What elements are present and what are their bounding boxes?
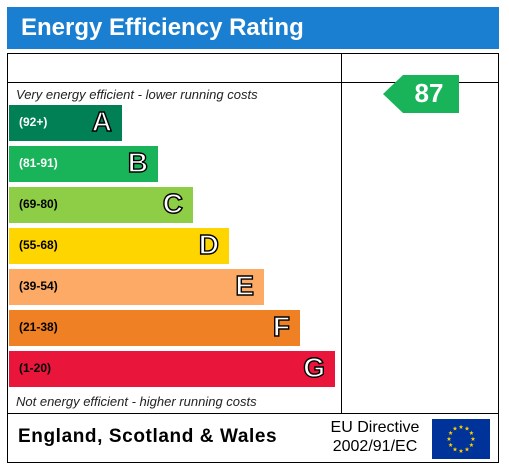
band-letter: F xyxy=(272,310,291,342)
footer-region: England, Scotland & Wales xyxy=(18,426,278,447)
band-range-label: (69-80) xyxy=(19,197,58,211)
eu-star-icon xyxy=(448,442,453,447)
page-title: Energy Efficiency Rating xyxy=(21,14,304,41)
note-not-efficient: Not energy efficient - higher running co… xyxy=(16,394,257,409)
band-e: (39-54) E xyxy=(9,269,264,305)
band-f: (21-38) F xyxy=(9,310,300,346)
eu-star-icon xyxy=(469,430,474,435)
band-range-label: (39-54) xyxy=(19,279,58,293)
eu-star-icon xyxy=(458,448,464,453)
band-letter: B xyxy=(127,146,149,178)
column-header-divider xyxy=(7,82,499,83)
eu-star-icon xyxy=(446,436,452,441)
rating-frame xyxy=(7,53,499,463)
band-range-label: (55-68) xyxy=(19,238,58,252)
band-d: (55-68) D xyxy=(9,228,229,264)
header-bar: Energy Efficiency Rating xyxy=(7,7,499,49)
column-divider xyxy=(341,53,342,413)
eu-flag-icon xyxy=(432,419,490,459)
band-b: (81-91) B xyxy=(9,146,158,182)
band-c: (69-80) C xyxy=(9,187,193,223)
current-rating-arrow xyxy=(383,75,459,113)
eu-directive-line2: 2002/91/EC xyxy=(332,438,418,455)
current-rating-value: 87 xyxy=(414,78,444,108)
note-very-efficient: Very energy efficient - lower running co… xyxy=(16,87,258,102)
eu-star-icon xyxy=(469,442,474,447)
eu-directive-line1: EU Directive xyxy=(330,419,420,436)
eu-star-icon xyxy=(448,430,453,435)
band-range-label: (81-91) xyxy=(19,156,58,170)
band-g: (1-20) G xyxy=(9,351,335,387)
eu-star-icon xyxy=(464,426,470,431)
band-a: (92+) A xyxy=(9,105,122,141)
band-letter: E xyxy=(235,269,255,301)
eu-star-icon xyxy=(470,436,476,441)
eu-star-icon xyxy=(458,424,464,429)
band-range-label: (92+) xyxy=(19,115,48,129)
band-range-label: (1-20) xyxy=(19,361,52,375)
band-letter: C xyxy=(162,187,184,219)
eu-star-icon xyxy=(452,446,458,452)
band-letter: A xyxy=(91,105,113,137)
eu-directive: EU Directive 2002/91/EC xyxy=(322,418,428,456)
footer-divider xyxy=(7,413,499,414)
eu-star-icon xyxy=(452,426,458,431)
band-letter: D xyxy=(198,228,220,260)
eu-star-icon xyxy=(464,446,470,452)
band-letter: G xyxy=(303,351,326,383)
band-range-label: (21-38) xyxy=(19,320,58,334)
